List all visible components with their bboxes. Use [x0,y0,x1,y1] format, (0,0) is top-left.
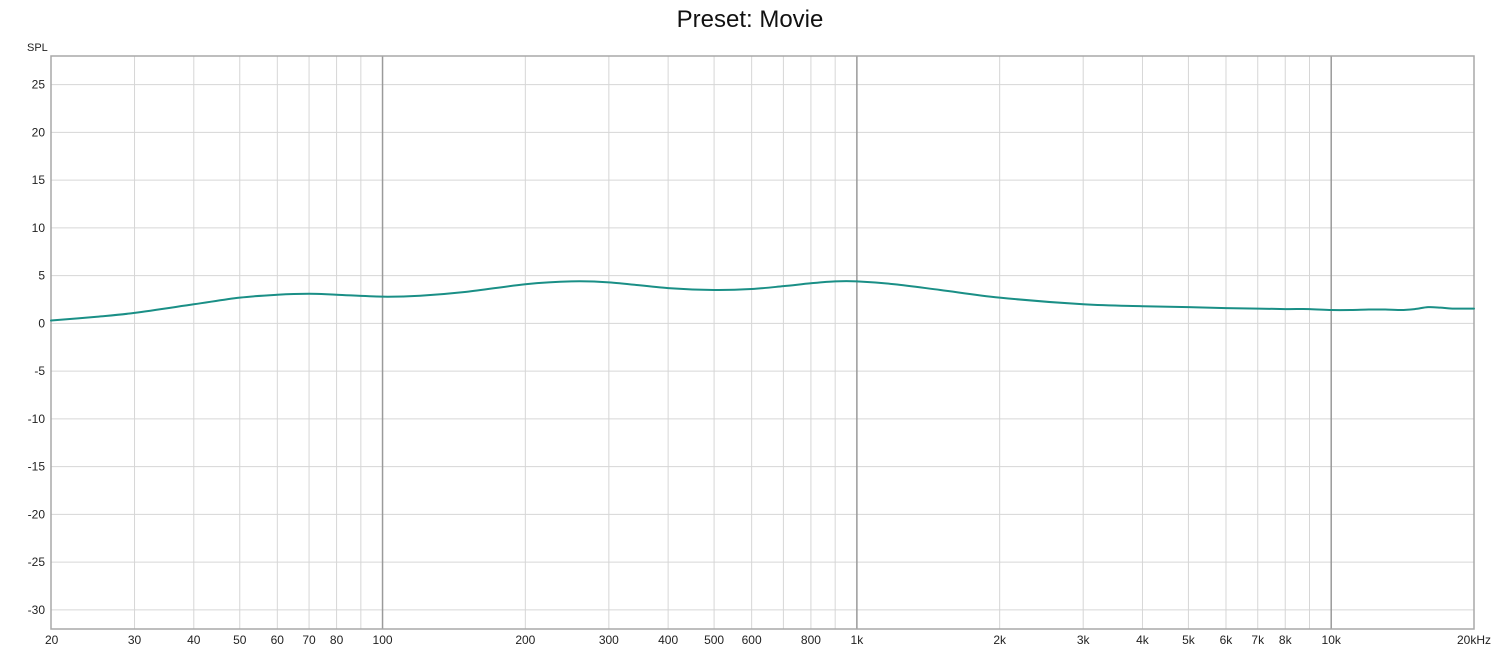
x-tick-label: 200 [515,633,535,647]
x-tick-label: 800 [801,633,821,647]
x-tick-label: 20 [45,633,59,647]
y-tick-label: 0 [38,316,45,330]
x-tick-label: 2k [993,633,1007,647]
series-line-0 [50,280,1475,322]
x-tick-label: 40 [187,633,201,647]
x-tick-label: 10k [1322,633,1342,647]
x-axis: 20 30 40 50 60 70 80 100 200 300 400 500 600 800 1k 2k 3… [45,633,1491,647]
y-tick-label: -20 [28,507,46,521]
x-tick-label: 7k [1251,633,1265,647]
series [50,280,1475,322]
x-tick-label: 6k [1220,633,1234,647]
x-tick-label: 5k [1182,633,1196,647]
plot-frame [50,55,1475,630]
x-tick-label: 50 [233,633,247,647]
x-tick-label: 4k [1136,633,1150,647]
y-tick-label: -15 [28,460,46,474]
y-tick-label: -5 [34,364,45,378]
y-tick-label: -10 [28,412,46,426]
x-tick-label: 20kHz [1457,633,1491,647]
x-tick-label: 60 [271,633,285,647]
y-tick-label: 15 [32,173,46,187]
x-tick-label: 600 [742,633,762,647]
y-tick-label: -30 [28,603,46,617]
x-tick-label: 100 [373,633,393,647]
x-tick-label: 500 [704,633,724,647]
y-tick-label: 20 [32,125,46,139]
chart-title: Preset: Movie [676,6,824,33]
x-tick-label: 1k [851,633,865,647]
x-tick-label: 30 [128,633,142,647]
y-axis-label: SPL [27,42,48,54]
y-tick-label: 5 [38,269,45,283]
x-tick-label: 70 [302,633,316,647]
x-tick-label: 400 [658,633,678,647]
y-axis: 25 20 15 10 5 0 -5 -10 -15 -20 -25 -30 [28,78,46,617]
x-tick-label: 3k [1077,633,1091,647]
y-tick-label: 25 [32,78,46,92]
x-tick-label: 8k [1279,633,1293,647]
y-tick-label: 10 [32,221,46,235]
x-tick-label: 300 [599,633,619,647]
x-tick-label: 80 [330,633,344,647]
grid [51,56,1474,629]
y-tick-label: -25 [28,555,46,569]
